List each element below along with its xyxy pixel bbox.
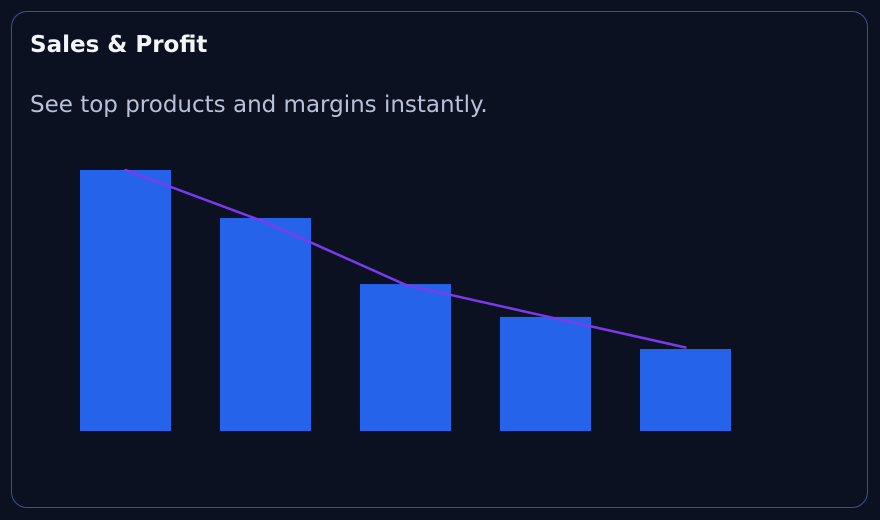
bar-2 (220, 218, 311, 431)
card-subtitle: See top products and margins instantly. (30, 92, 488, 118)
bar-3 (360, 284, 451, 431)
bar-5 (640, 349, 731, 431)
card-title: Sales & Profit (30, 32, 208, 58)
bar-1 (80, 170, 171, 431)
bar-series (80, 170, 731, 431)
line-series (124, 168, 687, 349)
profit-line (124, 168, 687, 349)
bar-4 (500, 316, 591, 431)
